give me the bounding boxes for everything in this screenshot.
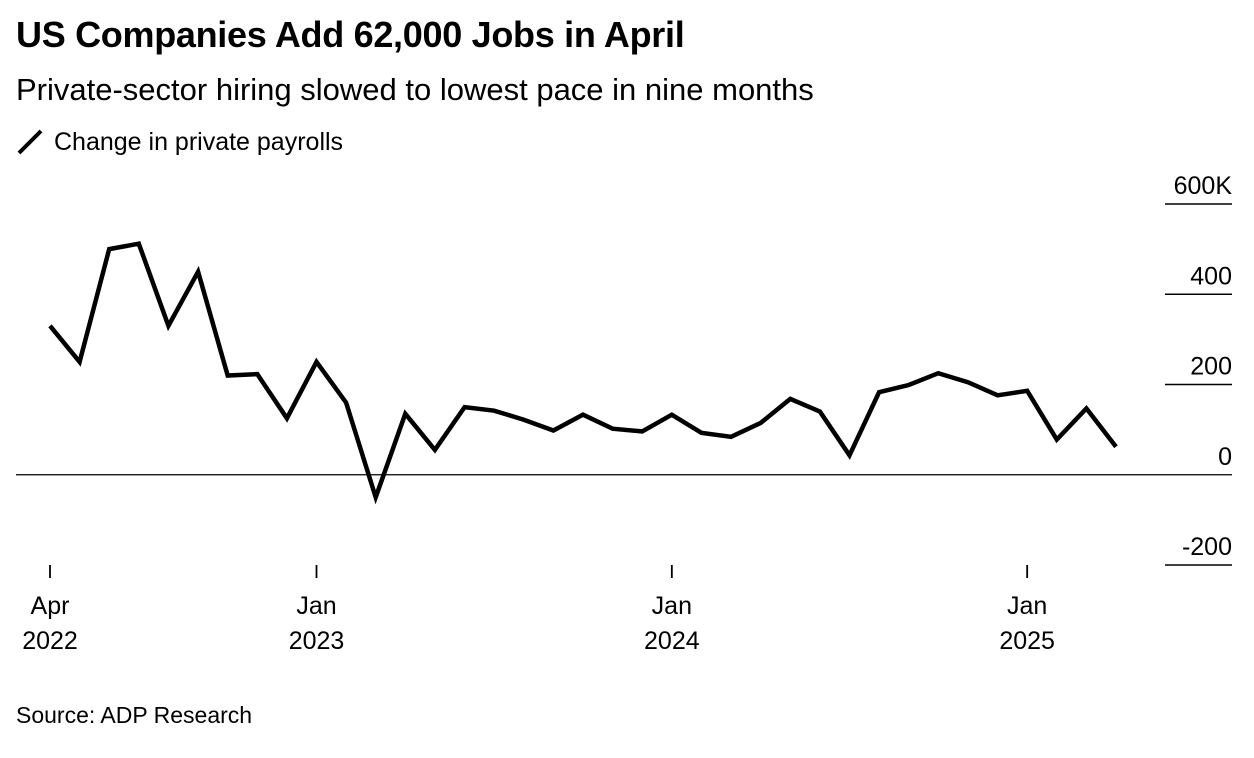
data-point <box>255 372 259 376</box>
line-chart: -200 0 200 400 600K Apr 2022 Jan 2023 Jan 2024 Jan 2… <box>16 172 1233 655</box>
x-tick-label-month: Apr <box>31 592 70 620</box>
data-point <box>640 429 644 433</box>
data-point <box>137 242 141 246</box>
x-tick-label-month: Jan <box>652 592 692 620</box>
y-tick-label: 600K <box>1174 172 1233 200</box>
data-point <box>759 421 763 425</box>
data-point <box>848 453 852 457</box>
data-point <box>344 401 348 405</box>
legend-line-swatch-icon <box>17 129 43 155</box>
data-point <box>818 410 822 414</box>
data-point <box>107 247 111 251</box>
x-tick-label-month: Jan <box>296 592 336 620</box>
y-tick-label: 0 <box>1218 443 1232 471</box>
data-point <box>374 495 378 499</box>
data-point <box>492 409 496 413</box>
data-point <box>788 397 792 401</box>
chart-title: US Companies Add 62,000 Jobs in April <box>16 14 685 55</box>
data-point <box>1055 438 1059 442</box>
data-point <box>936 371 940 375</box>
data-point <box>670 413 674 417</box>
data-point <box>226 373 230 377</box>
data-point <box>551 429 555 433</box>
data-point <box>285 416 289 420</box>
y-tick-label: 400 <box>1190 262 1232 290</box>
data-point <box>166 324 170 328</box>
x-tick-label-year: 2024 <box>644 627 700 655</box>
series-line-private-payrolls <box>48 241 1118 505</box>
data-point <box>1114 445 1118 449</box>
data-point <box>48 324 52 328</box>
data-point <box>433 448 437 452</box>
data-point <box>907 383 911 387</box>
x-tick-label-year: 2022 <box>22 627 78 655</box>
y-tick-label: 200 <box>1190 353 1232 381</box>
x-tick-label-month: Jan <box>1007 592 1047 620</box>
y-tick-label: -200 <box>1182 533 1232 561</box>
data-point <box>196 270 200 274</box>
data-point <box>729 435 733 439</box>
data-point <box>611 427 615 431</box>
data-point <box>699 431 703 435</box>
data-point <box>996 393 1000 397</box>
chart-legend: Change in private payrolls <box>16 126 343 158</box>
data-point <box>78 360 82 364</box>
source-note: Source: ADP Research <box>16 702 253 728</box>
chart-subtitle: Private-sector hiring slowed to lowest p… <box>16 72 814 107</box>
data-point <box>1084 406 1088 410</box>
data-point <box>315 360 319 364</box>
data-point <box>1025 389 1029 393</box>
x-tick-label-year: 2023 <box>289 627 345 655</box>
data-point <box>966 380 970 384</box>
data-point <box>403 412 407 416</box>
data-point <box>522 418 526 422</box>
data-point <box>877 390 881 394</box>
x-tick-label-year: 2025 <box>999 627 1055 655</box>
data-point <box>463 405 467 409</box>
legend-label: Change in private payrolls <box>54 127 344 156</box>
data-point <box>581 413 585 417</box>
